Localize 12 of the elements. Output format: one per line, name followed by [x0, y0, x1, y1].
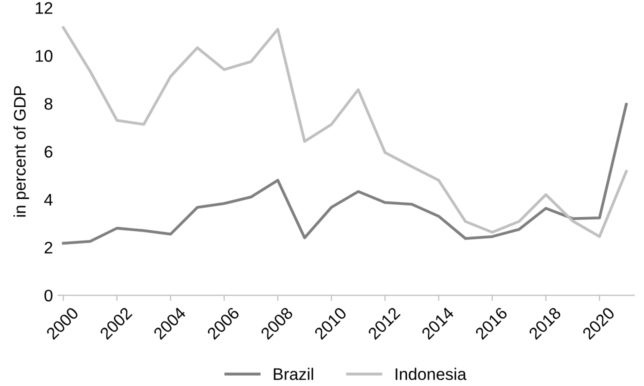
y-tick-label: 4	[44, 194, 53, 206]
y-tick-label: 12	[36, 2, 52, 14]
y-tick-label: 6	[44, 146, 52, 158]
legend-label: Brazil	[274, 368, 314, 380]
y-axis-title: in percent of GDP	[13, 86, 30, 217]
y-tick-label: 8	[44, 98, 52, 110]
line-series	[62, 102, 628, 245]
legend-label: Indonesia	[396, 368, 466, 380]
y-tick-label: 2	[44, 242, 52, 254]
line-series	[62, 26, 628, 238]
y-tick-label: 0	[44, 290, 52, 302]
y-tick-label: 10	[36, 50, 52, 62]
